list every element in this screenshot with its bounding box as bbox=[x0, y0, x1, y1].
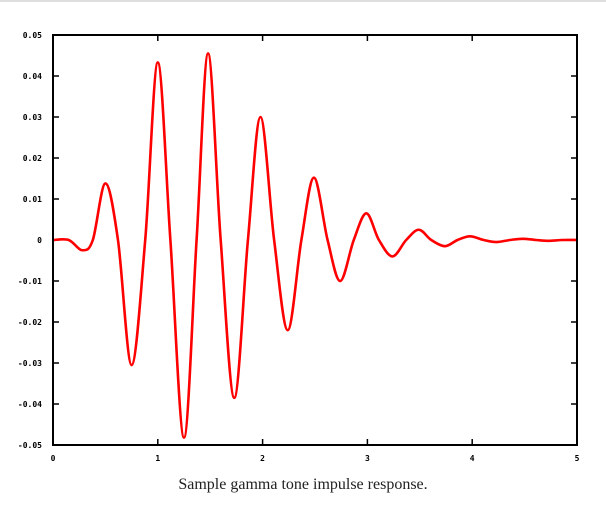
x-tick-label: 3 bbox=[365, 454, 370, 463]
y-tick-label: 0.02 bbox=[23, 154, 42, 163]
impulse-response-line bbox=[52, 52, 578, 439]
y-tick-label: -0.02 bbox=[18, 318, 42, 327]
y-tick-label: -0.03 bbox=[18, 359, 42, 368]
tick-labels: -0.05 -0.04 -0.03 -0.02 -0.01 0 0.01 0.02 0.03 0.… bbox=[18, 31, 580, 463]
figure-caption: Sample gamma tone impulse response. bbox=[178, 476, 428, 493]
y-tick-label: -0.04 bbox=[18, 400, 42, 409]
y-tick-label: 0.01 bbox=[23, 195, 42, 204]
x-tick-label: 2 bbox=[260, 454, 265, 463]
y-tick-label: 0.04 bbox=[23, 72, 42, 81]
y-tick-label: 0.03 bbox=[23, 113, 42, 122]
x-tick-label: 4 bbox=[470, 454, 475, 463]
y-tick-label: 0 bbox=[37, 236, 42, 245]
ticks bbox=[52, 34, 578, 446]
gamma-tone-chart: -0.05 -0.04 -0.03 -0.02 -0.01 0 0.01 0.02 0.03 0.… bbox=[18, 31, 580, 463]
x-tick-label: 5 bbox=[575, 454, 580, 463]
x-tick-label: 1 bbox=[155, 454, 160, 463]
x-tick-label: 0 bbox=[51, 454, 56, 463]
plot-frame bbox=[52, 34, 578, 446]
top-border bbox=[0, 0, 606, 2]
y-tick-label: 0.05 bbox=[23, 31, 42, 40]
y-tick-label: -0.05 bbox=[18, 441, 42, 450]
y-tick-label: -0.01 bbox=[18, 277, 42, 286]
